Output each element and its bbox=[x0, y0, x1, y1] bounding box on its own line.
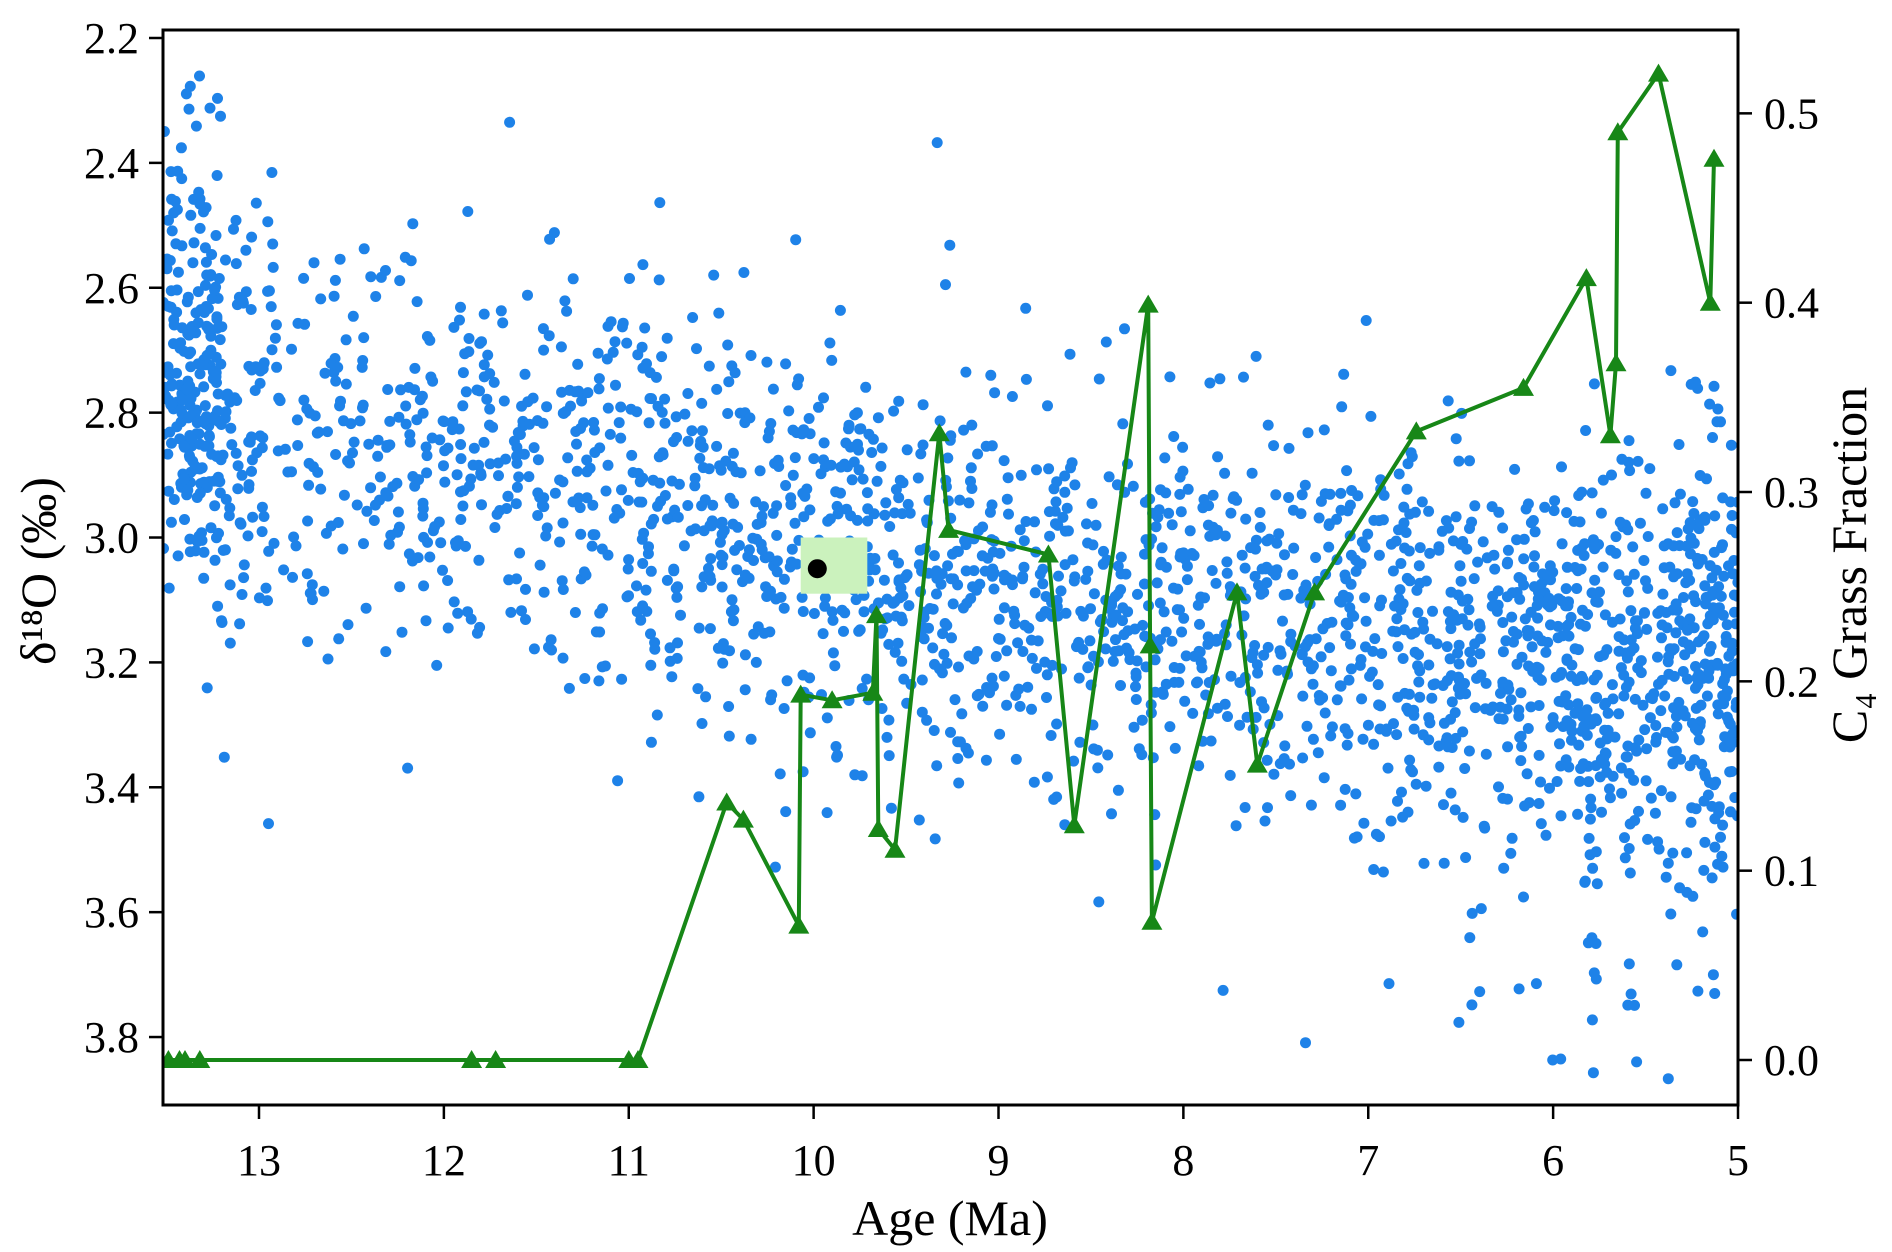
y-left-tick-label: 3.2 bbox=[84, 638, 139, 687]
triangle-marker bbox=[1599, 425, 1621, 444]
triangle-marker bbox=[862, 682, 884, 701]
x-tick-label: 10 bbox=[792, 1136, 836, 1185]
triangle-marker bbox=[867, 819, 889, 837]
x-tick-label: 8 bbox=[1172, 1136, 1194, 1185]
triangle-marker bbox=[928, 423, 950, 442]
x-tick-label: 9 bbox=[988, 1136, 1010, 1185]
y-axis-label-left: δ¹⁸O (‰) bbox=[10, 477, 66, 665]
y-left-tick-label: 2.8 bbox=[84, 389, 139, 438]
y-right-tick-label: 0.2 bbox=[1764, 657, 1819, 706]
triangle-marker bbox=[1699, 292, 1721, 311]
y-right-tick-label: 0.1 bbox=[1764, 847, 1819, 896]
triangle-marker bbox=[1137, 294, 1159, 313]
triangle-marker bbox=[1648, 63, 1669, 82]
x-tick-label: 5 bbox=[1727, 1136, 1749, 1185]
triangle-marker bbox=[174, 1050, 196, 1068]
tick-labels: 13 12 11 10 9 8 7 6 5 2.2 2.4 2.6 2.8 3.0 3.2 3.4 3.6 3.8… bbox=[84, 14, 1819, 1185]
d18o-scatter-layer bbox=[163, 70, 1738, 1085]
triangle-marker bbox=[1246, 754, 1268, 773]
triangle-marker bbox=[716, 792, 738, 811]
y-left-tick-label: 2.6 bbox=[84, 264, 139, 313]
y-left-tick-label: 2.2 bbox=[84, 14, 139, 63]
triangle-marker bbox=[866, 605, 887, 624]
tick-marks bbox=[149, 36, 1752, 1119]
y-right-tick-label: 0.5 bbox=[1764, 89, 1819, 138]
triangle-marker bbox=[1226, 582, 1248, 601]
triangle-marker bbox=[732, 809, 754, 828]
triangle-marker bbox=[1037, 544, 1059, 563]
triangle-marker bbox=[1605, 353, 1627, 372]
y-right-tick-label: 0.3 bbox=[1764, 468, 1819, 517]
triangle-marker bbox=[461, 1050, 483, 1068]
c4-grass-fraction-line bbox=[163, 63, 1725, 1068]
triangle-marker bbox=[189, 1050, 211, 1068]
triangle-marker bbox=[627, 1050, 649, 1068]
y-right-tick-label: 0.0 bbox=[1764, 1036, 1819, 1085]
y-axis-label-right: C₄ Grass Fraction bbox=[1821, 386, 1877, 744]
triangle-marker bbox=[1141, 911, 1163, 930]
x-axis-label: Age (Ma) bbox=[852, 1190, 1048, 1246]
triangle-marker bbox=[884, 839, 906, 858]
triangle-marker bbox=[485, 1050, 507, 1068]
x-tick-label: 13 bbox=[237, 1136, 281, 1185]
triangle-marker bbox=[938, 519, 960, 538]
y-left-tick-label: 3.4 bbox=[84, 763, 139, 812]
triangle-marker bbox=[790, 684, 812, 703]
y-left-tick-label: 2.4 bbox=[84, 139, 139, 188]
triangle-marker bbox=[1703, 148, 1725, 167]
triangle-marker bbox=[1513, 377, 1534, 396]
y-left-tick-label: 3.8 bbox=[84, 1013, 139, 1062]
triangle-marker bbox=[1304, 582, 1326, 601]
x-tick-label: 11 bbox=[608, 1136, 650, 1185]
triangle-marker bbox=[821, 690, 843, 709]
triangle-marker bbox=[1607, 122, 1629, 141]
triangle-marker bbox=[1405, 421, 1427, 440]
triangle-marker bbox=[788, 915, 810, 934]
triangle-marker bbox=[1139, 635, 1161, 654]
y-left-tick-label: 3.0 bbox=[84, 514, 139, 563]
y-right-tick-label: 0.4 bbox=[1764, 279, 1819, 328]
x-tick-label: 7 bbox=[1357, 1136, 1379, 1185]
y-left-tick-label: 3.6 bbox=[84, 888, 139, 937]
x-tick-label: 12 bbox=[422, 1136, 466, 1185]
highlight-sample-dot bbox=[807, 559, 827, 579]
triangle-marker bbox=[1063, 815, 1085, 834]
plot-border bbox=[161, 28, 1740, 1107]
x-tick-label: 6 bbox=[1542, 1136, 1564, 1185]
triangle-marker bbox=[1575, 268, 1597, 287]
